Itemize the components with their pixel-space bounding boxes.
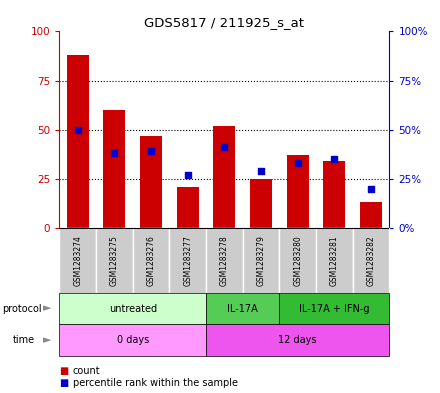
Text: GSM1283275: GSM1283275: [110, 235, 119, 286]
Bar: [59, 293, 206, 324]
Bar: [206, 228, 243, 293]
Point: [367, 185, 374, 192]
Bar: [250, 179, 272, 228]
Bar: [213, 126, 235, 228]
Text: ■: ■: [59, 378, 69, 388]
Text: ■: ■: [59, 366, 69, 376]
Bar: [316, 228, 353, 293]
Point: [221, 144, 228, 151]
Text: ►: ►: [44, 303, 52, 314]
Text: GSM1283274: GSM1283274: [73, 235, 82, 286]
Bar: [360, 202, 382, 228]
Bar: [103, 110, 125, 228]
Bar: [243, 228, 279, 293]
Bar: [96, 228, 133, 293]
Bar: [177, 187, 199, 228]
Bar: [133, 228, 169, 293]
Bar: [323, 161, 345, 228]
Bar: [140, 136, 162, 228]
Text: IL-17A + IFN-g: IL-17A + IFN-g: [299, 303, 370, 314]
Text: time: time: [12, 335, 34, 345]
Point: [184, 172, 191, 178]
Text: 0 days: 0 days: [117, 335, 149, 345]
Point: [331, 156, 338, 162]
Text: GSM1283280: GSM1283280: [293, 235, 302, 286]
Text: GSM1283281: GSM1283281: [330, 235, 339, 286]
Text: IL-17A: IL-17A: [227, 303, 258, 314]
Bar: [287, 155, 309, 228]
Text: untreated: untreated: [109, 303, 157, 314]
Text: count: count: [73, 366, 100, 376]
Point: [74, 127, 81, 133]
Bar: [59, 228, 96, 293]
Bar: [67, 55, 89, 228]
Text: protocol: protocol: [2, 303, 42, 314]
Point: [294, 160, 301, 166]
Text: percentile rank within the sample: percentile rank within the sample: [73, 378, 238, 388]
Text: 12 days: 12 days: [279, 335, 317, 345]
Bar: [206, 324, 389, 356]
Text: GSM1283277: GSM1283277: [183, 235, 192, 286]
Title: GDS5817 / 211925_s_at: GDS5817 / 211925_s_at: [144, 16, 304, 29]
Text: GSM1283278: GSM1283278: [220, 235, 229, 286]
Text: GSM1283279: GSM1283279: [257, 235, 266, 286]
Bar: [353, 228, 389, 293]
Bar: [206, 293, 279, 324]
Bar: [279, 228, 316, 293]
Bar: [279, 293, 389, 324]
Bar: [59, 324, 206, 356]
Text: ►: ►: [44, 335, 52, 345]
Text: GSM1283282: GSM1283282: [367, 235, 376, 286]
Text: GSM1283276: GSM1283276: [147, 235, 156, 286]
Bar: [169, 228, 206, 293]
Point: [147, 148, 154, 154]
Point: [257, 168, 264, 174]
Point: [111, 150, 118, 156]
